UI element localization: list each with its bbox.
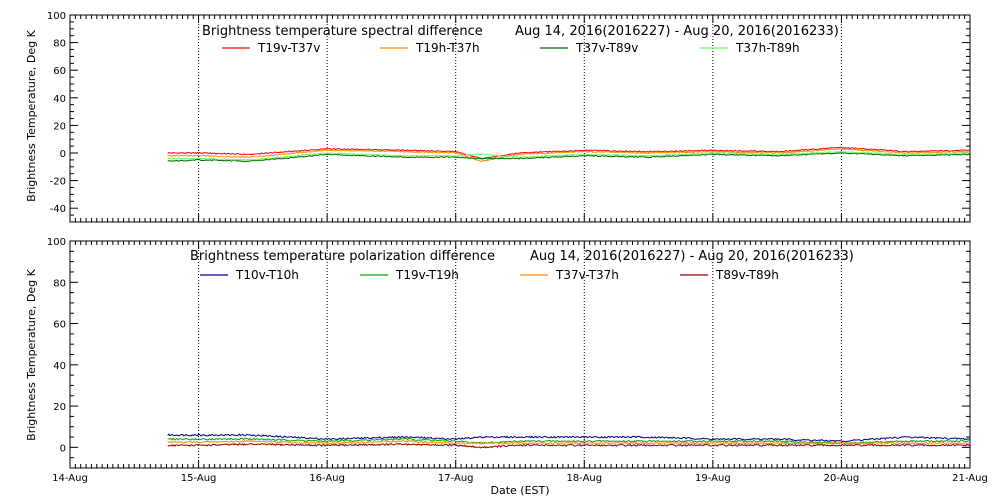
y-tick-label: 60 <box>53 320 66 331</box>
spectral-panel-y-axis: -40 -20 0 20 40 60 80 100 <box>47 11 970 223</box>
series-line-t37v-t37h <box>167 440 971 445</box>
y-tick-label: -20 <box>50 177 66 188</box>
y-tick-label: 40 <box>53 361 66 372</box>
spectral-panel-legend: T19v-T37v T19h-T37h T37v-T89v T37h-T89h <box>222 41 800 55</box>
spectral-panel-x-ticks <box>69 15 971 222</box>
date-tick-label: 20-Aug <box>824 473 860 484</box>
series-line-t37h-t89h <box>167 150 971 161</box>
date-axis-tick-labels: 14-Aug 15-Aug 16-Aug 17-Aug 18-Aug 19-Aug 20-A… <box>52 473 988 484</box>
y-tick-label: 80 <box>53 278 66 289</box>
polarization-difference-panel: 0 20 40 60 80 100 Brightness temperature pola… <box>25 237 971 469</box>
polarization-panel-date-range: Aug 14, 2016(2016227) - Aug 20, 2016(201… <box>530 249 854 264</box>
spectral-difference-panel: -40 -20 0 20 40 60 80 100 Brightness temperatur… <box>25 11 971 223</box>
date-tick-label: 17-Aug <box>438 473 474 484</box>
date-tick-label: 19-Aug <box>695 473 731 484</box>
date-tick-label: 16-Aug <box>309 473 345 484</box>
y-tick-label: 100 <box>47 237 66 248</box>
y-tick-label: 0 <box>60 149 66 160</box>
series-line-t89v-t89h <box>167 443 971 449</box>
legend-entry: T89v-T89h <box>715 268 779 282</box>
spectral-panel-date-range: Aug 14, 2016(2016227) - Aug 20, 2016(201… <box>515 24 839 39</box>
spectral-panel-series <box>167 146 971 163</box>
legend-entry: T37v-T37h <box>555 268 619 282</box>
series-line-t37v-t89v <box>167 152 971 163</box>
legend-entry: T37h-T89h <box>735 41 800 55</box>
legend-entry: T10v-T10h <box>235 268 299 282</box>
legend-entry: T19h-T37h <box>415 41 480 55</box>
spectral-panel-y-axis-label: Brightness Temperature, Deg K <box>25 29 38 201</box>
series-line-t19v-t19h <box>167 437 971 445</box>
series-line-t19h-t37h <box>167 148 971 163</box>
legend-entry: T37v-T89v <box>575 41 638 55</box>
series-line-t10v-t10h <box>167 433 971 443</box>
polarization-panel-title: Brightness temperature polarization diff… <box>190 249 495 264</box>
y-tick-label: 20 <box>53 121 66 132</box>
polarization-panel-x-ticks <box>69 241 971 468</box>
y-tick-label: -40 <box>50 204 66 215</box>
polarization-panel-y-axis-label: Brightness Temperature, Deg K <box>25 268 38 440</box>
y-tick-label: 20 <box>53 402 66 413</box>
legend-entry: T19v-T19h <box>395 268 459 282</box>
polarization-panel-legend: T10v-T10h T19v-T19h T37v-T37h T89v-T89h <box>200 268 779 282</box>
y-tick-label: 0 <box>60 443 66 454</box>
legend-entry: T19v-T37v <box>257 41 320 55</box>
date-tick-label: 18-Aug <box>566 473 602 484</box>
y-tick-label: 40 <box>53 94 66 105</box>
date-tick-label: 14-Aug <box>52 473 88 484</box>
spectral-panel-title: Brightness temperature spectral differen… <box>202 24 483 39</box>
series-line-t19v-t37v <box>167 146 971 160</box>
polarization-panel-grid <box>198 241 842 468</box>
y-tick-label: 100 <box>47 11 66 22</box>
date-tick-label: 15-Aug <box>181 473 217 484</box>
y-tick-label: 60 <box>53 66 66 77</box>
polarization-panel-y-axis: 0 20 40 60 80 100 <box>47 237 970 469</box>
polarization-panel-series <box>167 433 971 449</box>
date-axis-label: Date (EST) <box>490 484 549 497</box>
date-tick-label: 21-Aug <box>952 473 988 484</box>
y-tick-label: 80 <box>53 39 66 50</box>
